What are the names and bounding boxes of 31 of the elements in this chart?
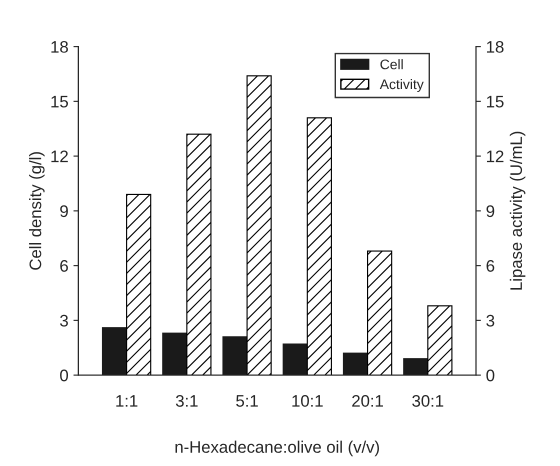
y-tick-label: 9 [60,205,68,218]
y-axis-title: Cell density (g/l) [29,152,45,270]
legend-label: Activity [380,78,424,92]
y-tick-label: 18 [51,41,68,53]
x-tick-label: 20:1 [352,395,383,407]
y2-tick-label: 9 [486,205,494,218]
x-tick-label: 10:1 [292,395,323,407]
x-tick-label: 1:1 [116,395,138,407]
legend-label: Cell [380,59,403,70]
y2-tick-label: 3 [486,314,494,327]
x-tick-label: 5:1 [236,395,258,407]
y-tick-label: 3 [60,314,68,327]
y-tick-label: 0 [60,370,68,382]
x-axis-title: n-Hexadecane:olive oil (v/v) [175,440,379,456]
y2-tick-label: 18 [486,41,504,53]
y2-tick-label: 6 [486,260,494,272]
y-tick-label: 6 [60,260,68,272]
x-tick-label: 3:1 [176,395,198,407]
x-tick-label: 30:1 [412,395,444,407]
y2-tick-label: 0 [486,370,494,382]
y-tick-label: 12 [51,150,68,162]
bar [427,305,452,376]
y2-axis-title: Lipase activity (U/mL) [510,132,526,290]
y2-tick-label: 15 [486,96,504,108]
bar [126,194,152,376]
bar [367,250,392,376]
bar [306,117,332,376]
y-tick-label: 15 [51,96,68,108]
y2-tick-label: 12 [486,150,504,162]
bar [186,134,212,376]
bar [246,75,272,376]
